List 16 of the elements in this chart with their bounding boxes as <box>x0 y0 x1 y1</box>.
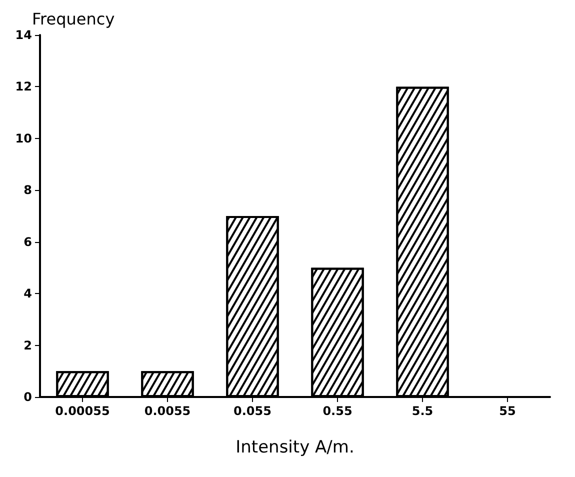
x-tick-label: 0.055 <box>234 404 272 418</box>
y-axis-title: Frequency <box>32 10 115 28</box>
x-tick-label: 55 <box>499 404 516 418</box>
x-tick-label: 0.00055 <box>55 404 110 418</box>
x-tick-label: 0.0055 <box>144 404 191 418</box>
x-axis-title: Intensity A/m. <box>236 438 354 458</box>
x-tick-label: 5.5 <box>412 404 434 418</box>
y-tick-label: 10 <box>15 131 32 146</box>
y-tick-label: 2 <box>24 338 32 352</box>
y-tick-label: 4 <box>24 286 32 301</box>
y-tick-label: 8 <box>24 183 32 198</box>
y-tick-label: 12 <box>15 80 32 94</box>
x-tick-label: 0.55 <box>322 404 352 418</box>
y-tick-label: 6 <box>24 234 32 249</box>
y-tick-label: 0 <box>24 390 32 404</box>
y-tick-label: 14 <box>15 28 32 42</box>
